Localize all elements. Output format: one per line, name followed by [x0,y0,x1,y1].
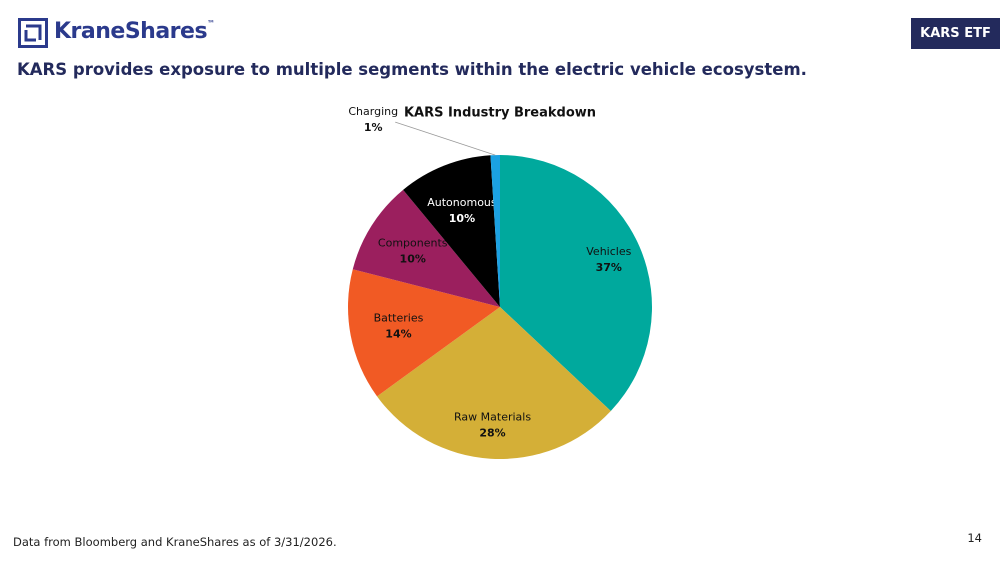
slice-label: Components [378,237,448,250]
slice-value: 14% [385,327,411,340]
pie-slice [500,155,652,412]
badge: KARS ETF [911,18,1000,49]
chart: KARS Industry Breakdown Vehicles 37% Raw M… [348,105,652,459]
pie-slice [377,307,611,459]
slice-value: 1% [364,121,383,134]
pie-slice [490,155,500,307]
pie-slice [352,189,500,307]
page-number: 14 [967,531,982,545]
logo-name: KraneShares [54,19,208,44]
slice-label: Batteries [374,311,424,324]
slice-value: 10% [449,212,475,225]
slice-label: Raw Materials [454,410,531,423]
slide-title: KARS provides exposure to multiple segme… [17,60,807,79]
slice-value: 28% [479,426,505,439]
logo-icon [18,18,48,48]
slice-label: Charging [348,105,398,118]
slice-value: 10% [400,253,426,266]
leader-line [395,121,496,156]
chart-title: KARS Industry Breakdown [404,106,596,121]
source-note: Data from Bloomberg and KraneShares as o… [13,535,337,549]
slice-value: 37% [596,261,622,274]
slice-label: Vehicles [586,245,631,258]
pie-slice [403,155,500,307]
pie-slice [348,269,500,397]
slice-label: Autonomous [427,196,497,209]
logo-mark: ™ [207,19,215,28]
logo-text: KraneShares™ [54,19,215,44]
